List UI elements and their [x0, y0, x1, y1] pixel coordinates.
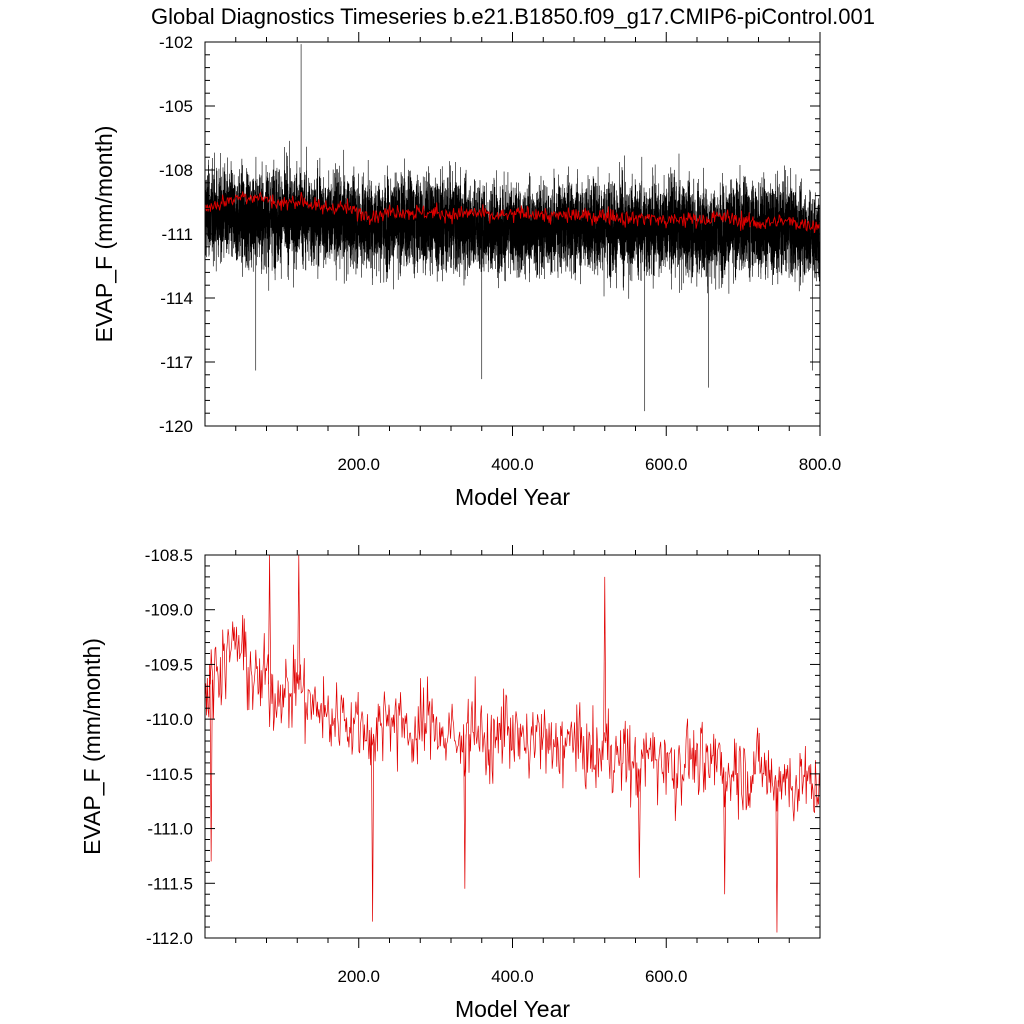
bottom-x-axis-label: Model Year	[455, 996, 570, 1022]
x-tick-label: 600.0	[645, 967, 688, 986]
annual-series-line	[204, 554, 821, 933]
y-tick-label: -102	[159, 33, 193, 52]
y-tick-label: -114	[160, 289, 193, 308]
y-tick-label: -109.5	[145, 655, 193, 674]
y-tick-label: -105	[159, 97, 193, 116]
x-tick-label: 400.0	[491, 967, 534, 986]
y-tick-label: -120	[159, 417, 193, 436]
top-axis-ticks: -120 -117 -114 -111 -108 -105 -102 200.0 400.0 60…	[159, 32, 841, 474]
x-tick-label: 600.0	[645, 455, 688, 474]
y-tick-label: -117	[160, 353, 193, 372]
annual-series-line	[204, 191, 821, 234]
bottom-panel: -112.0 -111.5 -111.0 -110.5 -110.0 -109.5 -109…	[79, 545, 821, 1022]
x-tick-label: 400.0	[491, 455, 534, 474]
y-tick-label: -111.5	[147, 874, 193, 893]
top-plot-data	[204, 44, 821, 412]
y-tick-label: -110.5	[146, 765, 193, 784]
y-tick-label: -111	[161, 225, 193, 244]
bottom-plot-data	[204, 554, 821, 933]
monthly-series-line	[204, 44, 821, 412]
y-tick-label: -112.0	[146, 929, 193, 948]
top-y-axis-label: EVAP_F (mm/month)	[91, 126, 117, 343]
y-tick-label: -111.0	[147, 820, 193, 839]
figure-title: Global Diagnostics Timeseries b.e21.B185…	[151, 4, 875, 29]
top-panel: -120 -117 -114 -111 -108 -105 -102 200.0 400.0 60…	[91, 32, 841, 510]
x-tick-label: 200.0	[337, 455, 380, 474]
y-tick-label: -110.0	[146, 710, 193, 729]
y-tick-label: -108	[159, 161, 193, 180]
y-tick-label: -109.0	[145, 601, 193, 620]
y-tick-label: -108.5	[145, 546, 193, 565]
bottom-y-axis-label: EVAP_F (mm/month)	[79, 638, 105, 855]
x-tick-label: 200.0	[337, 967, 380, 986]
bottom-axis-ticks: -112.0 -111.5 -111.0 -110.5 -110.0 -109.5 -109…	[145, 545, 820, 986]
x-tick-label: 800.0	[799, 455, 842, 474]
top-x-axis-label: Model Year	[455, 484, 570, 510]
